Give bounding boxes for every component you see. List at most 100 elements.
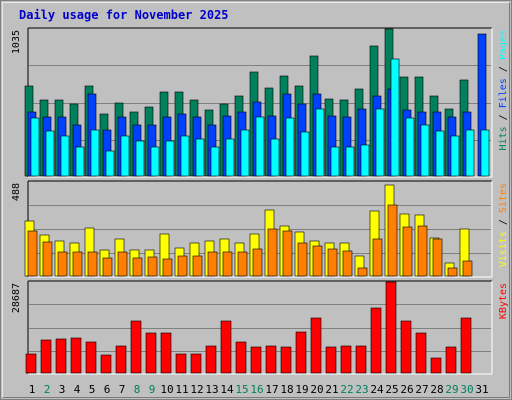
bar-pages-day-3 (60, 135, 70, 177)
legend-entry: Pages (498, 30, 509, 60)
bar-kbytes-day-7 (115, 345, 127, 374)
bar-pages-day-9 (150, 146, 160, 177)
bar-sites-day-25 (387, 204, 398, 277)
bar-sites-day-19 (297, 242, 308, 277)
bar-sites-day-23 (357, 267, 368, 277)
bar-sites-day-9 (147, 256, 158, 277)
bar-pages-day-16 (255, 116, 265, 177)
bar-kbytes-day-8 (130, 320, 142, 374)
legend: KBytes (498, 283, 509, 319)
legend-entry: Visits (498, 231, 509, 267)
panel-kbytes: 28687 KBytes (11, 280, 509, 375)
bar-pages-day-2 (45, 130, 55, 177)
x-tick-label-day-25: 25 (385, 383, 398, 396)
legend-entry: / (498, 108, 509, 126)
legend-entry: Sites (498, 183, 509, 213)
bar-kbytes-day-3 (55, 338, 67, 374)
bar-pages-day-31 (480, 129, 490, 177)
bar-pages-day-25 (390, 58, 400, 177)
bar-kbytes-day-24 (370, 307, 382, 374)
bar-pages-day-13 (210, 146, 220, 177)
bar-sites-day-27 (417, 225, 428, 277)
bar-sites-day-18 (282, 230, 293, 277)
bar-pages-day-6 (105, 150, 115, 177)
x-tick-label-day-20: 20 (310, 383, 323, 396)
x-tick-label-day-1: 1 (29, 383, 36, 396)
bar-pages-day-18 (285, 117, 295, 177)
x-tick-label-day-5: 5 (89, 383, 96, 396)
x-tick-label-day-17: 17 (265, 383, 278, 396)
panel-hits-files-pages: 1035 Hits / Files / Pages (11, 27, 509, 178)
bar-pages-day-22 (345, 146, 355, 177)
bar-sites-day-15 (237, 251, 248, 277)
bar-sites-day-28 (432, 238, 443, 277)
legend-entry: KBytes (498, 283, 509, 319)
bar-pages-day-5 (90, 129, 100, 177)
bar-sites-day-6 (102, 257, 113, 277)
bar-sites-day-2 (42, 241, 53, 277)
x-tick-label-day-6: 6 (104, 383, 111, 396)
bar-kbytes-day-26 (400, 320, 412, 374)
bar-pages-day-30 (465, 129, 475, 177)
bar-sites-day-21 (327, 248, 338, 277)
bar-kbytes-day-20 (310, 317, 322, 374)
bar-sites-day-10 (162, 258, 173, 277)
bar-pages-day-1 (30, 117, 40, 177)
bar-pages-day-4 (75, 146, 85, 177)
x-tick-label-day-12: 12 (190, 383, 203, 396)
bar-sites-day-3 (57, 251, 68, 277)
bar-kbytes-day-18 (280, 346, 292, 374)
x-tick-label-day-4: 4 (74, 383, 81, 396)
bar-pages-day-11 (180, 135, 190, 177)
bar-sites-day-12 (192, 255, 203, 277)
x-tick-label-day-24: 24 (370, 383, 384, 396)
bar-kbytes-day-30 (460, 317, 472, 374)
bar-kbytes-day-12 (190, 353, 202, 374)
bar-pages-day-24 (375, 108, 385, 177)
x-tick-label-day-11: 11 (175, 383, 188, 396)
x-tick-label-day-18: 18 (280, 383, 293, 396)
bar-pages-day-15 (240, 129, 250, 177)
bar-sites-day-14 (222, 251, 233, 277)
x-tick-label-day-14: 14 (220, 383, 234, 396)
y-max-label: 488 (11, 183, 22, 201)
bar-sites-day-26 (402, 226, 413, 277)
x-tick-label-day-22: 22 (340, 383, 353, 396)
bar-sites-day-13 (207, 251, 218, 277)
bar-sites-day-24 (372, 238, 383, 277)
bar-sites-day-29 (447, 267, 458, 277)
bar-pages-day-14 (225, 138, 235, 177)
bar-sites-day-5 (87, 251, 98, 277)
bar-pages-day-17 (270, 138, 280, 177)
bar-pages-day-27 (420, 124, 430, 177)
bar-kbytes-day-1 (25, 353, 37, 374)
x-tick-label-day-10: 10 (160, 383, 173, 396)
bar-kbytes-day-14 (220, 320, 232, 374)
bar-kbytes-day-13 (205, 345, 217, 374)
legend-entry: / (498, 60, 509, 78)
x-tick-label-day-13: 13 (205, 383, 218, 396)
x-tick-label-day-30: 30 (460, 383, 473, 396)
chart-title: Daily usage for November 2025 (19, 8, 229, 22)
bar-kbytes-day-27 (415, 332, 427, 374)
bar-pages-day-10 (165, 140, 175, 177)
x-tick-label-day-15: 15 (235, 383, 248, 396)
panel-visits-sites: 488 Visits / Sites (11, 180, 509, 278)
bar-sites-day-1 (27, 230, 38, 277)
bar-sites-day-11 (177, 255, 188, 277)
bar-pages-day-21 (330, 146, 340, 177)
bar-sites-day-7 (117, 251, 128, 277)
bar-kbytes-day-28 (430, 357, 442, 374)
bar-sites-day-17 (267, 228, 278, 277)
bar-kbytes-day-4 (70, 337, 82, 374)
bar-pages-day-29 (450, 135, 460, 177)
bar-pages-day-12 (195, 138, 205, 177)
x-tick-label-day-16: 16 (250, 383, 263, 396)
x-tick-label-day-26: 26 (400, 383, 413, 396)
x-tick-label-day-27: 27 (415, 383, 428, 396)
x-tick-label-day-23: 23 (355, 383, 368, 396)
bar-kbytes-day-25 (385, 281, 397, 374)
bar-sites-day-22 (342, 250, 353, 277)
legend: Visits / Sites (498, 183, 509, 267)
